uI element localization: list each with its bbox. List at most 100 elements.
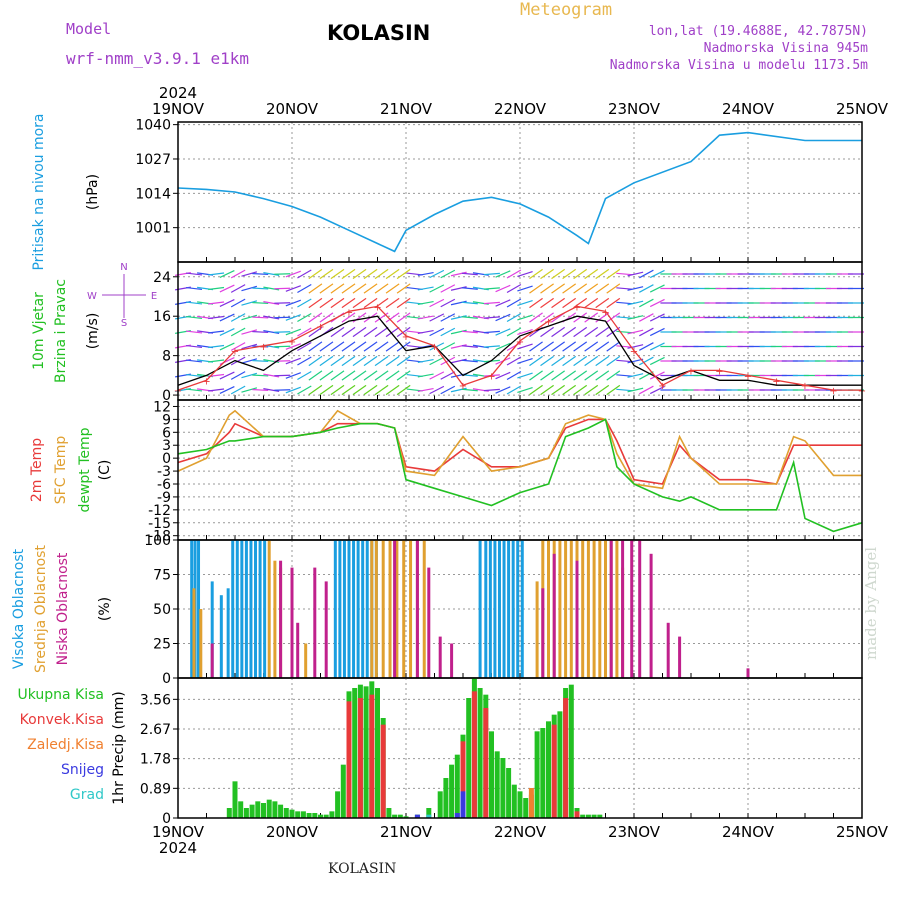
wind-arrow (649, 284, 665, 293)
wind-arrow (639, 269, 654, 279)
cloud-bar (192, 588, 196, 678)
wind-arrow (450, 300, 467, 306)
precipitation-bar (449, 764, 455, 818)
precipitation-bar (460, 791, 466, 818)
cloud-bar (258, 540, 262, 678)
precip-ylabel: 1hr Precip (mm) (111, 691, 127, 804)
wind-arrow (551, 283, 565, 294)
wind-arrow (517, 386, 533, 394)
wind-arrow (483, 301, 500, 305)
wind-arrow (584, 370, 599, 381)
wind-arrow (308, 268, 323, 280)
wind-arrow (230, 313, 246, 322)
wind-arrow (285, 270, 302, 278)
wind-arrow (374, 283, 389, 294)
wind-arrow (616, 316, 633, 319)
wind-arrow (208, 359, 225, 363)
wind-series-1 (177, 305, 862, 391)
wind-arrow (230, 385, 246, 395)
wind-arrow (606, 283, 621, 294)
cloud-bar (649, 553, 653, 678)
wind-arrow (330, 283, 345, 294)
wind-arrow (573, 297, 588, 309)
wind-arrow (639, 284, 654, 293)
wind-arrow (219, 371, 235, 380)
precipitation-bar (289, 809, 295, 818)
gust-marker: + (316, 322, 324, 333)
wind-arrow (573, 370, 588, 381)
top-date-tick-23NOV: 23NOV (608, 100, 661, 118)
wind-arrow (385, 355, 400, 367)
wind-arrow (461, 388, 478, 392)
cloud-bar (569, 540, 573, 678)
cloud-bar (488, 540, 492, 678)
gust-marker: + (544, 317, 552, 328)
wind-arrow (219, 342, 235, 351)
precipitation-bar (477, 688, 483, 818)
wind-arrow (429, 371, 445, 380)
wind-arrow (573, 384, 588, 396)
pressure-panel: 1001 1014 1027 1040 Pritisak na nivou mora (h… (31, 113, 863, 271)
wind-arrow (352, 384, 367, 396)
temperature-ytick-label: 3 (162, 438, 171, 454)
cloud-bar (511, 540, 515, 678)
gust-marker: + (772, 376, 780, 387)
wind-arrow (308, 384, 323, 396)
wind-arrow (263, 388, 280, 392)
wind-arrow (385, 341, 400, 352)
cloud-bar (427, 567, 431, 678)
wind-ytick-label: 24 (153, 270, 171, 286)
precipitation-bar (574, 811, 580, 818)
wind-arrow (319, 341, 334, 352)
wind-arrow (595, 355, 610, 367)
cloud-bar (244, 540, 248, 678)
wind-arrow (319, 384, 334, 396)
wind-arrow (639, 327, 654, 337)
pressure-ylabel-1: (hPa) (85, 174, 101, 210)
cloud-bar (370, 540, 374, 678)
precipitation-bar (557, 711, 563, 818)
temperature-ylabel-2: dewpt Temp (77, 427, 93, 512)
cloud-bar (226, 588, 230, 678)
wind-arrow (363, 283, 378, 294)
precipitation-bar (306, 813, 312, 818)
top-date-tick-25NOV: 25NOV (836, 100, 889, 118)
wind-arrow (352, 326, 367, 338)
wind-arrow (352, 268, 367, 280)
wind-arrow (330, 297, 345, 309)
cloud-bar (313, 567, 317, 678)
wind-arrow (450, 271, 467, 277)
wind-arrow (297, 312, 312, 323)
cloud-bar (575, 560, 579, 678)
wind-arrow (440, 371, 456, 380)
wind-arrow (417, 387, 434, 393)
wind-arrow (461, 345, 478, 348)
wind-arrow (595, 326, 610, 338)
wind-arrow (529, 370, 543, 381)
wind-arrow (241, 285, 258, 292)
cloud-bar (746, 668, 750, 678)
precipitation-bar (528, 788, 534, 818)
gust-marker: + (516, 337, 524, 348)
precipitation-bar (238, 801, 244, 818)
wind-arrow (616, 272, 633, 276)
wind-arrow (208, 301, 225, 305)
precipitation-bar (380, 724, 386, 818)
wind-arrow (461, 301, 478, 305)
wind-arrow (241, 300, 258, 306)
wind-arrow (584, 312, 599, 323)
precipitation-bar (335, 791, 341, 818)
wind-arrow (606, 312, 621, 323)
cloud-bar (231, 540, 235, 678)
precipitation-bar (352, 688, 358, 818)
wind-arrow (595, 312, 610, 323)
temperature-ytick-label: 6 (162, 425, 171, 441)
wind-arrow (584, 341, 599, 352)
cloud-bar (361, 540, 365, 678)
wind-arrow (627, 387, 644, 393)
cloud-bar (240, 540, 244, 678)
wind-arrow (529, 384, 543, 396)
wind-arrow (297, 341, 312, 352)
wind-arrow (352, 355, 367, 367)
